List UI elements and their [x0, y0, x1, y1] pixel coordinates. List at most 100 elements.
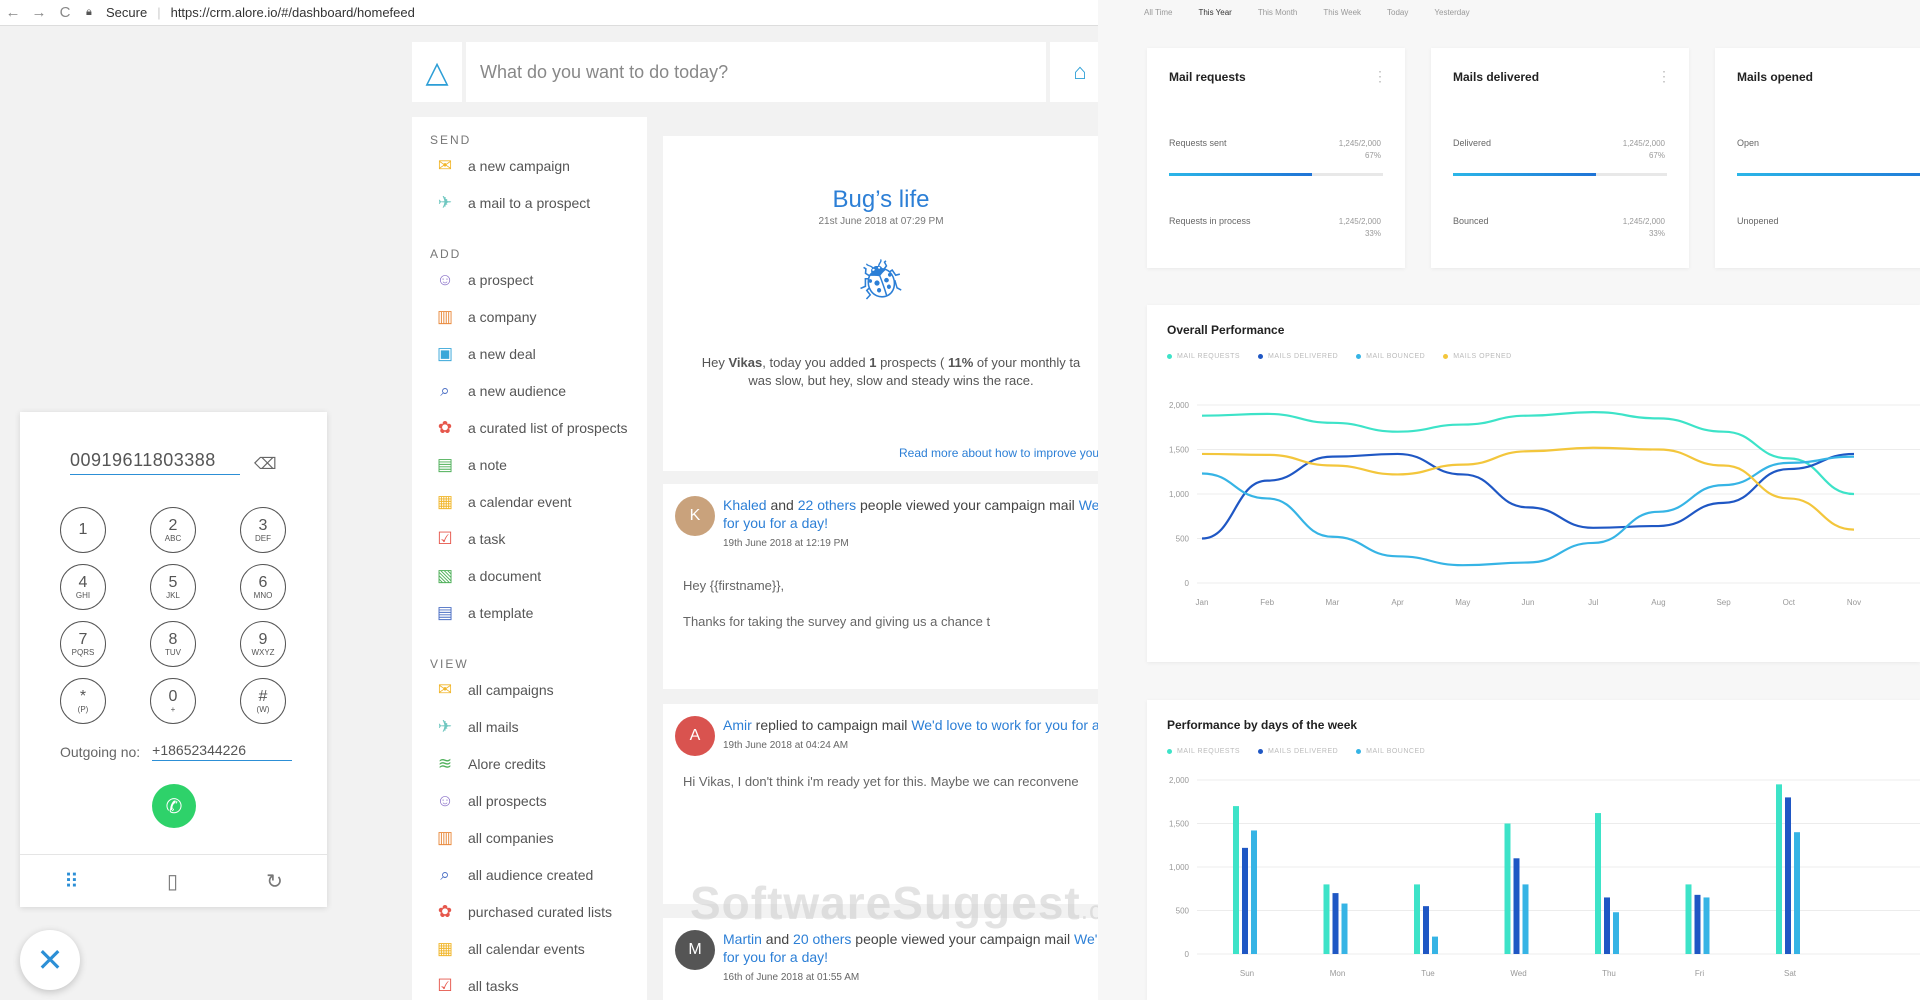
bar-mon-mail-bounced[interactable]	[1341, 903, 1348, 954]
time-tab[interactable]: Yesterday	[1434, 8, 1470, 17]
avatar[interactable]: M	[675, 930, 715, 970]
legend-item[interactable]: MAIL BOUNCED	[1356, 748, 1425, 755]
time-tab[interactable]: This Month	[1257, 8, 1298, 17]
keypad-key[interactable]: 6 MNO	[240, 564, 286, 610]
campaign-mail-link[interactable]: We'd love to work for you for a d	[911, 717, 1098, 733]
series-line-mail-requests[interactable]	[1201, 411, 1855, 496]
bar-mon-mail-requests[interactable]	[1323, 884, 1330, 954]
keypad-key[interactable]: 4 GHI	[60, 564, 106, 610]
bar-fri-mail-requests[interactable]	[1685, 884, 1692, 954]
menu-item-all-mails[interactable]: ✈ all mails	[412, 708, 647, 745]
time-tab[interactable]: Today	[1387, 8, 1409, 17]
keypad-key[interactable]: 1	[60, 507, 106, 553]
menu-item-a-mail-to-a-prospect[interactable]: ✈ a mail to a prospect	[412, 184, 647, 221]
bar-fri-mail-bounced[interactable]	[1703, 897, 1710, 954]
reload-button[interactable]: C	[59, 4, 71, 21]
menu-item-all-audience-created[interactable]: ⌕ all audience created	[412, 856, 647, 893]
menu-item-a-new-campaign[interactable]: ✉ a new campaign	[412, 147, 647, 184]
keypad-key[interactable]: 5 JKL	[150, 564, 196, 610]
close-dialer-button[interactable]: ✕	[20, 930, 80, 990]
campaign-mail-link[interactable]: We'	[1074, 931, 1098, 947]
legend-item[interactable]: MAIL REQUESTS	[1167, 748, 1240, 755]
keypad-key[interactable]: 9 WXYZ	[240, 621, 286, 667]
post-user-link[interactable]: Khaled	[723, 497, 767, 513]
menu-item-all-tasks[interactable]: ☑ all tasks	[412, 967, 647, 1000]
time-tab[interactable]: This Year	[1198, 8, 1232, 17]
bar-wed-mails-delivered[interactable]	[1513, 858, 1520, 954]
keypad-key[interactable]: 3 DEF	[240, 507, 286, 553]
post-others-link[interactable]: 22 others	[797, 497, 857, 513]
series-line-mail-bounced[interactable]	[1201, 455, 1855, 567]
contacts-tab-icon[interactable]: ▯	[166, 870, 178, 893]
bar-wed-mail-requests[interactable]	[1504, 823, 1511, 955]
campaign-mail-link-cont[interactable]: for you for a day!	[723, 515, 829, 531]
menu-item-a-company[interactable]: ▥ a company	[412, 298, 647, 335]
menu-item-a-new-deal[interactable]: ▣ a new deal	[412, 335, 647, 372]
series-line-mails-delivered[interactable]	[1201, 452, 1855, 540]
bar-thu-mail-requests[interactable]	[1595, 813, 1601, 954]
keypad-key[interactable]: 0 +	[150, 678, 196, 724]
menu-item-a-document[interactable]: ▧ a document	[412, 557, 647, 594]
address-bar[interactable]: https://crm.alore.io/#/dashboard/homefee…	[170, 5, 415, 20]
forward-button[interactable]: →	[31, 4, 47, 21]
menu-item-all-companies[interactable]: ▥ all companies	[412, 819, 647, 856]
keypad-key[interactable]: 7 PQRS	[60, 621, 106, 667]
menu-item-a-template[interactable]: ▤ a template	[412, 594, 647, 631]
keypad-key[interactable]: 8 TUV	[150, 621, 196, 667]
time-tab[interactable]: All Time	[1144, 8, 1173, 17]
avatar[interactable]: A	[675, 716, 715, 756]
menu-item-all-campaigns[interactable]: ✉ all campaigns	[412, 671, 647, 708]
bar-tue-mail-requests[interactable]	[1414, 884, 1420, 954]
menu-item-a-new-audience[interactable]: ⌕ a new audience	[412, 372, 647, 409]
menu-item-a-prospect[interactable]: ☺ a prospect	[412, 261, 647, 298]
bar-mon-mails-delivered[interactable]	[1332, 893, 1339, 954]
bar-thu-mails-delivered[interactable]	[1604, 897, 1610, 954]
post-user-link[interactable]: Amir	[723, 717, 752, 733]
keypad-key[interactable]: * (P)	[60, 678, 106, 724]
back-button[interactable]: ←	[5, 4, 21, 21]
legend-item[interactable]: MAIL REQUESTS	[1167, 353, 1240, 360]
bar-sat-mail-requests[interactable]	[1776, 784, 1782, 954]
call-history-tab-icon[interactable]: ↻	[266, 870, 283, 893]
bar-sun-mail-requests[interactable]	[1233, 806, 1239, 954]
read-more-link[interactable]: Read more about how to improve your	[899, 446, 1098, 460]
legend-item[interactable]: MAILS OPENED	[1443, 353, 1512, 360]
keypad-key[interactable]: # (W)	[240, 678, 286, 724]
bar-sun-mails-delivered[interactable]	[1242, 847, 1248, 954]
menu-item-alore-credits[interactable]: ≋ Alore credits	[412, 745, 647, 782]
bar-wed-mail-bounced[interactable]	[1522, 884, 1529, 954]
menu-item-all-prospects[interactable]: ☺ all prospects	[412, 782, 647, 819]
dial-number-input[interactable]: 00919611803388	[70, 450, 240, 475]
post-others-link[interactable]: 20 others	[793, 931, 852, 947]
bar-sat-mail-bounced[interactable]	[1794, 832, 1800, 954]
bar-tue-mail-bounced[interactable]	[1432, 936, 1438, 954]
post-user-link[interactable]: Martin	[723, 931, 762, 947]
more-options-icon[interactable]: ⋮	[1657, 68, 1671, 84]
campaign-mail-link[interactable]: We'	[1078, 497, 1098, 513]
bar-thu-mail-bounced[interactable]	[1613, 912, 1619, 954]
legend-item[interactable]: MAILS DELIVERED	[1258, 353, 1338, 360]
alore-logo-icon[interactable]: △	[412, 42, 462, 102]
bar-tue-mails-delivered[interactable]	[1423, 906, 1429, 954]
avatar[interactable]: K	[675, 496, 715, 536]
menu-item-a-calendar-event[interactable]: ▦ a calendar event	[412, 483, 647, 520]
bar-sun-mail-bounced[interactable]	[1251, 830, 1257, 954]
menu-item-all-calendar-events[interactable]: ▦ all calendar events	[412, 930, 647, 967]
bar-fri-mails-delivered[interactable]	[1694, 894, 1701, 954]
backspace-icon[interactable]: ⌫	[254, 456, 277, 473]
menu-item-purchased-curated-lists[interactable]: ✿ purchased curated lists	[412, 893, 647, 930]
menu-item-a-task[interactable]: ☑ a task	[412, 520, 647, 557]
keypad-key[interactable]: 2 ABC	[150, 507, 196, 553]
legend-item[interactable]: MAIL BOUNCED	[1356, 353, 1425, 360]
menu-item-a-note[interactable]: ▤ a note	[412, 446, 647, 483]
outgoing-number-select[interactable]: +18652344226	[152, 742, 293, 761]
search-input[interactable]: What do you want to do today?	[466, 42, 1046, 102]
more-options-icon[interactable]: ⋮	[1373, 68, 1387, 84]
time-tab[interactable]: This Week	[1323, 8, 1362, 17]
keypad-tab-icon[interactable]: ⠿	[64, 870, 79, 893]
legend-item[interactable]: MAILS DELIVERED	[1258, 748, 1338, 755]
campaign-mail-link-cont[interactable]: for you for a day!	[723, 949, 829, 965]
menu-item-a-curated-list-of-prospects[interactable]: ✿ a curated list of prospects	[412, 409, 647, 446]
bar-sat-mails-delivered[interactable]	[1785, 797, 1791, 954]
series-line-mails-opened[interactable]	[1201, 446, 1855, 531]
